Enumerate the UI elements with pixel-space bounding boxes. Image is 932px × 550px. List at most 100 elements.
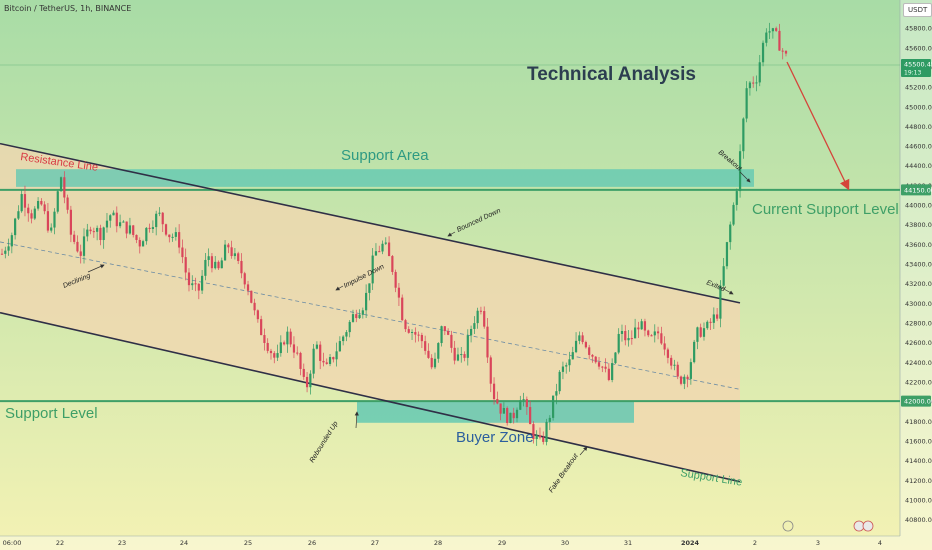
candle-body [506, 408, 509, 424]
price-tick-label: 44000.00 [905, 202, 932, 210]
candle-body [96, 227, 99, 232]
price-tick-label: 43000.00 [905, 300, 932, 308]
candle-body [453, 347, 456, 361]
candle-body [643, 321, 647, 331]
candle-body [73, 234, 76, 242]
candle-body [604, 366, 607, 369]
resistance-line [0, 142, 741, 304]
candle-body [194, 283, 197, 285]
price-tick-label: 45000.00 [905, 103, 932, 111]
candle-body [99, 227, 102, 241]
candle-body [561, 366, 565, 372]
currency-button[interactable]: USDT [903, 3, 932, 17]
candle-body [204, 259, 207, 276]
candle-body [148, 227, 151, 229]
candle-body [332, 357, 335, 360]
price-tick-label: 44600.00 [905, 143, 932, 151]
candle-body [706, 321, 709, 329]
candle-body [410, 331, 414, 333]
breakout-label-arrow [739, 171, 751, 183]
candle-body [63, 177, 66, 198]
candle-body [394, 271, 397, 288]
candle-body [407, 329, 410, 333]
candle-body [207, 256, 210, 260]
candle-body [269, 350, 273, 354]
candle-body [374, 251, 378, 256]
candle-body [712, 314, 715, 323]
candle-body [46, 211, 50, 231]
candle-body [784, 50, 788, 54]
candle-body [607, 368, 610, 381]
candle-body [538, 435, 542, 438]
candle-body [50, 227, 53, 231]
candle-body [171, 236, 174, 238]
candle-body [676, 364, 679, 377]
candle-body [187, 272, 191, 286]
candle-body [752, 82, 755, 84]
candle-body [594, 356, 597, 363]
replay-icon [782, 520, 794, 532]
candle-body [515, 409, 519, 419]
candle-body [650, 335, 653, 337]
candle-body [496, 399, 499, 404]
candle-body [30, 213, 33, 219]
candle-body [391, 256, 394, 272]
support-line [0, 311, 741, 483]
candle-body [748, 82, 752, 89]
candle-body [155, 213, 158, 228]
candle-body [299, 352, 302, 369]
candle-body [250, 290, 253, 303]
time-tick-label: 25 [244, 539, 252, 547]
candle-body [404, 320, 407, 330]
candle-body [424, 341, 427, 351]
candle-body [670, 357, 673, 366]
candle-body [122, 221, 125, 223]
buyer-zone-label: Buyer Zone [456, 429, 534, 446]
candle-body [233, 253, 237, 257]
chart-title: Technical Analysis [527, 64, 696, 85]
time-tick-label: 26 [308, 539, 316, 547]
candle-body [742, 118, 745, 152]
candle-body [775, 28, 778, 31]
support-level-label: Support Level [5, 405, 98, 422]
event-flag-icon [862, 520, 874, 532]
impulse-down-label-arrow [335, 285, 344, 291]
candle-body [414, 331, 417, 335]
time-axis-panel [0, 536, 900, 550]
candle-body [322, 360, 325, 363]
candle-body [112, 212, 115, 216]
candle-body [214, 261, 217, 269]
candle-body [440, 326, 443, 344]
candle-body [433, 358, 437, 368]
price-tick-label: 41800.00 [905, 418, 932, 426]
candle-body [679, 376, 683, 384]
price-tick-label: 44800.00 [905, 123, 932, 131]
candle-body [738, 151, 742, 192]
candle-body [115, 212, 118, 227]
candle-body [693, 341, 696, 363]
support-level-price-tag: 42000.00 [904, 398, 932, 406]
price-axis-panel [900, 0, 932, 550]
candle-body [542, 437, 545, 442]
candle-body [40, 201, 43, 205]
candle-body [312, 348, 315, 374]
candle-body [178, 232, 181, 248]
candle-body [191, 283, 194, 286]
price-tick-label: 43800.00 [905, 221, 932, 229]
projection-arrow [786, 61, 850, 191]
candle-body [365, 292, 368, 311]
candle-body [0, 253, 4, 255]
candle-body [778, 30, 781, 51]
candle-body [768, 31, 771, 33]
time-tick-label: 3 [816, 539, 820, 547]
candle-body [260, 319, 263, 336]
price-tick-label: 43200.00 [905, 280, 932, 288]
candle-body [443, 326, 446, 332]
candle-body [335, 351, 338, 360]
candle-body [358, 314, 361, 319]
candle-body [588, 347, 591, 355]
current-support-level-label: Current Support Level [752, 201, 899, 218]
candle-body [584, 342, 587, 348]
candle-body [725, 242, 729, 267]
